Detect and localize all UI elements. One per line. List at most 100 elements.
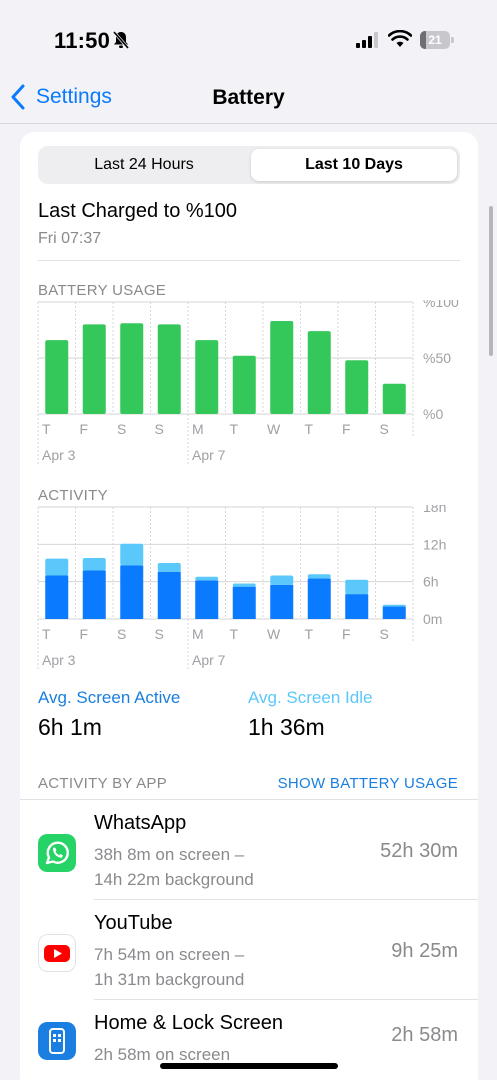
battery-usage-chart[interactable]: %100 %50 %0 T F S S M T W T F S Apr 3 Apr 7: [20, 300, 478, 470]
bar-screen-idle: [157, 563, 181, 572]
x-tick-label: W: [267, 626, 281, 642]
x-tick-label: T: [230, 421, 239, 437]
bar-value: [307, 331, 331, 414]
app-usage-detail: 7h 54m on screen – 1h 31m background: [94, 942, 244, 992]
x-tick-label: M: [192, 626, 204, 642]
bar-value: [345, 360, 369, 414]
date-group-label: Apr 3: [42, 652, 76, 668]
app-row-youtube[interactable]: YouTube 7h 54m on screen – 1h 31m backgr…: [20, 900, 478, 1000]
bar-screen-active: [120, 565, 144, 619]
bar-screen-idle: [270, 575, 294, 585]
nav-bar: Settings Battery: [0, 72, 497, 124]
bar-screen-active: [232, 586, 256, 619]
app-duration: 2h 58m: [391, 1024, 458, 1046]
app-row-whatsapp[interactable]: WhatsApp 38h 8m on screen – 14h 22m back…: [20, 800, 478, 900]
back-button[interactable]: Settings: [10, 82, 112, 112]
app-usage-detail: 38h 8m on screen – 14h 22m background: [94, 842, 254, 892]
status-bar: 11:50 21: [0, 0, 497, 72]
youtube-icon: [38, 934, 76, 972]
bar-screen-idle: [195, 576, 219, 581]
y-tick-label: 12h: [423, 536, 446, 552]
app-on-screen: 2h 58m on screen: [94, 1045, 231, 1064]
x-tick-label: F: [342, 626, 351, 642]
x-tick-label: T: [42, 421, 51, 437]
segment-last-24-hours[interactable]: Last 24 Hours: [94, 156, 194, 173]
home-indicator[interactable]: [160, 1063, 338, 1069]
avg-screen-idle-value: 1h 36m: [248, 714, 325, 740]
y-tick-label: 0m: [423, 611, 442, 627]
y-tick-label: 6h: [423, 574, 439, 590]
avg-screen-idle: Avg. Screen Idle 1h 36m: [248, 688, 372, 741]
avg-screen-active-label: Avg. Screen Active: [38, 688, 181, 707]
bar-value: [120, 323, 144, 414]
divider: [20, 799, 478, 800]
bar-screen-active: [382, 606, 406, 619]
y-tick-label: 18h: [423, 505, 446, 515]
x-tick-label: S: [380, 626, 389, 642]
app-background: 1h 31m background: [94, 970, 245, 989]
back-label: Settings: [36, 85, 112, 108]
activity-by-app-label: ACTIVITY BY APP: [38, 775, 167, 792]
bar-screen-idle: [232, 583, 256, 587]
wifi-icon: [388, 30, 412, 47]
bar-value: [270, 321, 294, 414]
battery-icon: 21: [420, 31, 454, 49]
bar-screen-idle: [82, 558, 106, 571]
bar-value: [232, 355, 256, 414]
bar-screen-active: [195, 580, 219, 619]
page-title: Battery: [212, 86, 285, 109]
bar-screen-idle: [307, 574, 331, 579]
chevron-left-icon: [11, 84, 25, 110]
bar-screen-active: [157, 571, 181, 619]
battery-card: Last 24 Hours Last 10 Days Last Charged …: [20, 132, 478, 1080]
bar-value: [195, 340, 219, 414]
app-duration: 52h 30m: [380, 840, 458, 862]
cellular-signal-icon: [356, 32, 378, 48]
x-tick-label: S: [155, 421, 164, 437]
bar-screen-active: [270, 584, 294, 619]
x-tick-label: M: [192, 421, 204, 437]
show-battery-usage-button[interactable]: SHOW BATTERY USAGE: [277, 775, 458, 792]
date-group-label: Apr 3: [42, 447, 76, 463]
scroll-indicator[interactable]: [489, 206, 493, 356]
avg-screen-idle-label: Avg. Screen Idle: [248, 688, 373, 707]
bar-screen-active: [45, 575, 69, 619]
app-name: WhatsApp: [94, 812, 187, 834]
app-row-home-lock-screen[interactable]: Home & Lock Screen 2h 58m on screen 2h 5…: [20, 1000, 478, 1080]
x-tick-label: W: [267, 421, 281, 437]
activity-label: ACTIVITY: [38, 487, 108, 504]
app-duration: 9h 25m: [391, 940, 458, 962]
activity-chart[interactable]: 18h 12h 6h 0m T F S S M T W T F S Apr 3 Apr 7: [20, 505, 478, 675]
segment-last-10-days[interactable]: Last 10 Days: [251, 149, 457, 181]
divider: [94, 899, 478, 900]
date-group-label: Apr 7: [192, 652, 226, 668]
y-tick-label: %100: [423, 300, 459, 310]
x-tick-label: F: [80, 421, 89, 437]
bar-screen-idle: [382, 604, 406, 607]
y-tick-label: %50: [423, 350, 451, 366]
y-tick-label: %0: [423, 406, 443, 422]
bar-screen-active: [307, 578, 331, 619]
battery-usage-label: BATTERY USAGE: [38, 282, 167, 299]
avg-screen-active-value: 6h 1m: [38, 714, 102, 740]
bar-screen-active: [82, 570, 106, 619]
app-background: 14h 22m background: [94, 870, 254, 889]
divider: [38, 260, 460, 261]
x-tick-label: F: [80, 626, 89, 642]
bar-screen-idle: [120, 543, 144, 566]
bar-value: [382, 383, 406, 414]
bar-value: [157, 324, 181, 414]
battery-percent: 21: [428, 33, 442, 47]
last-charged-date: Fri 07:37: [38, 230, 102, 247]
app-usage-detail: 2h 58m on screen: [94, 1042, 230, 1067]
x-tick-label: T: [230, 626, 239, 642]
app-on-screen: 38h 8m on screen –: [94, 845, 245, 864]
bar-value: [82, 324, 106, 414]
avg-screen-active: Avg. Screen Active 6h 1m: [38, 688, 180, 741]
x-tick-label: T: [305, 421, 314, 437]
last-charged-label: Last Charged to %100: [38, 200, 238, 222]
x-tick-label: S: [155, 626, 164, 642]
bar-value: [45, 340, 69, 414]
app-name: Home & Lock Screen: [94, 1012, 283, 1034]
x-tick-label: S: [117, 626, 126, 642]
